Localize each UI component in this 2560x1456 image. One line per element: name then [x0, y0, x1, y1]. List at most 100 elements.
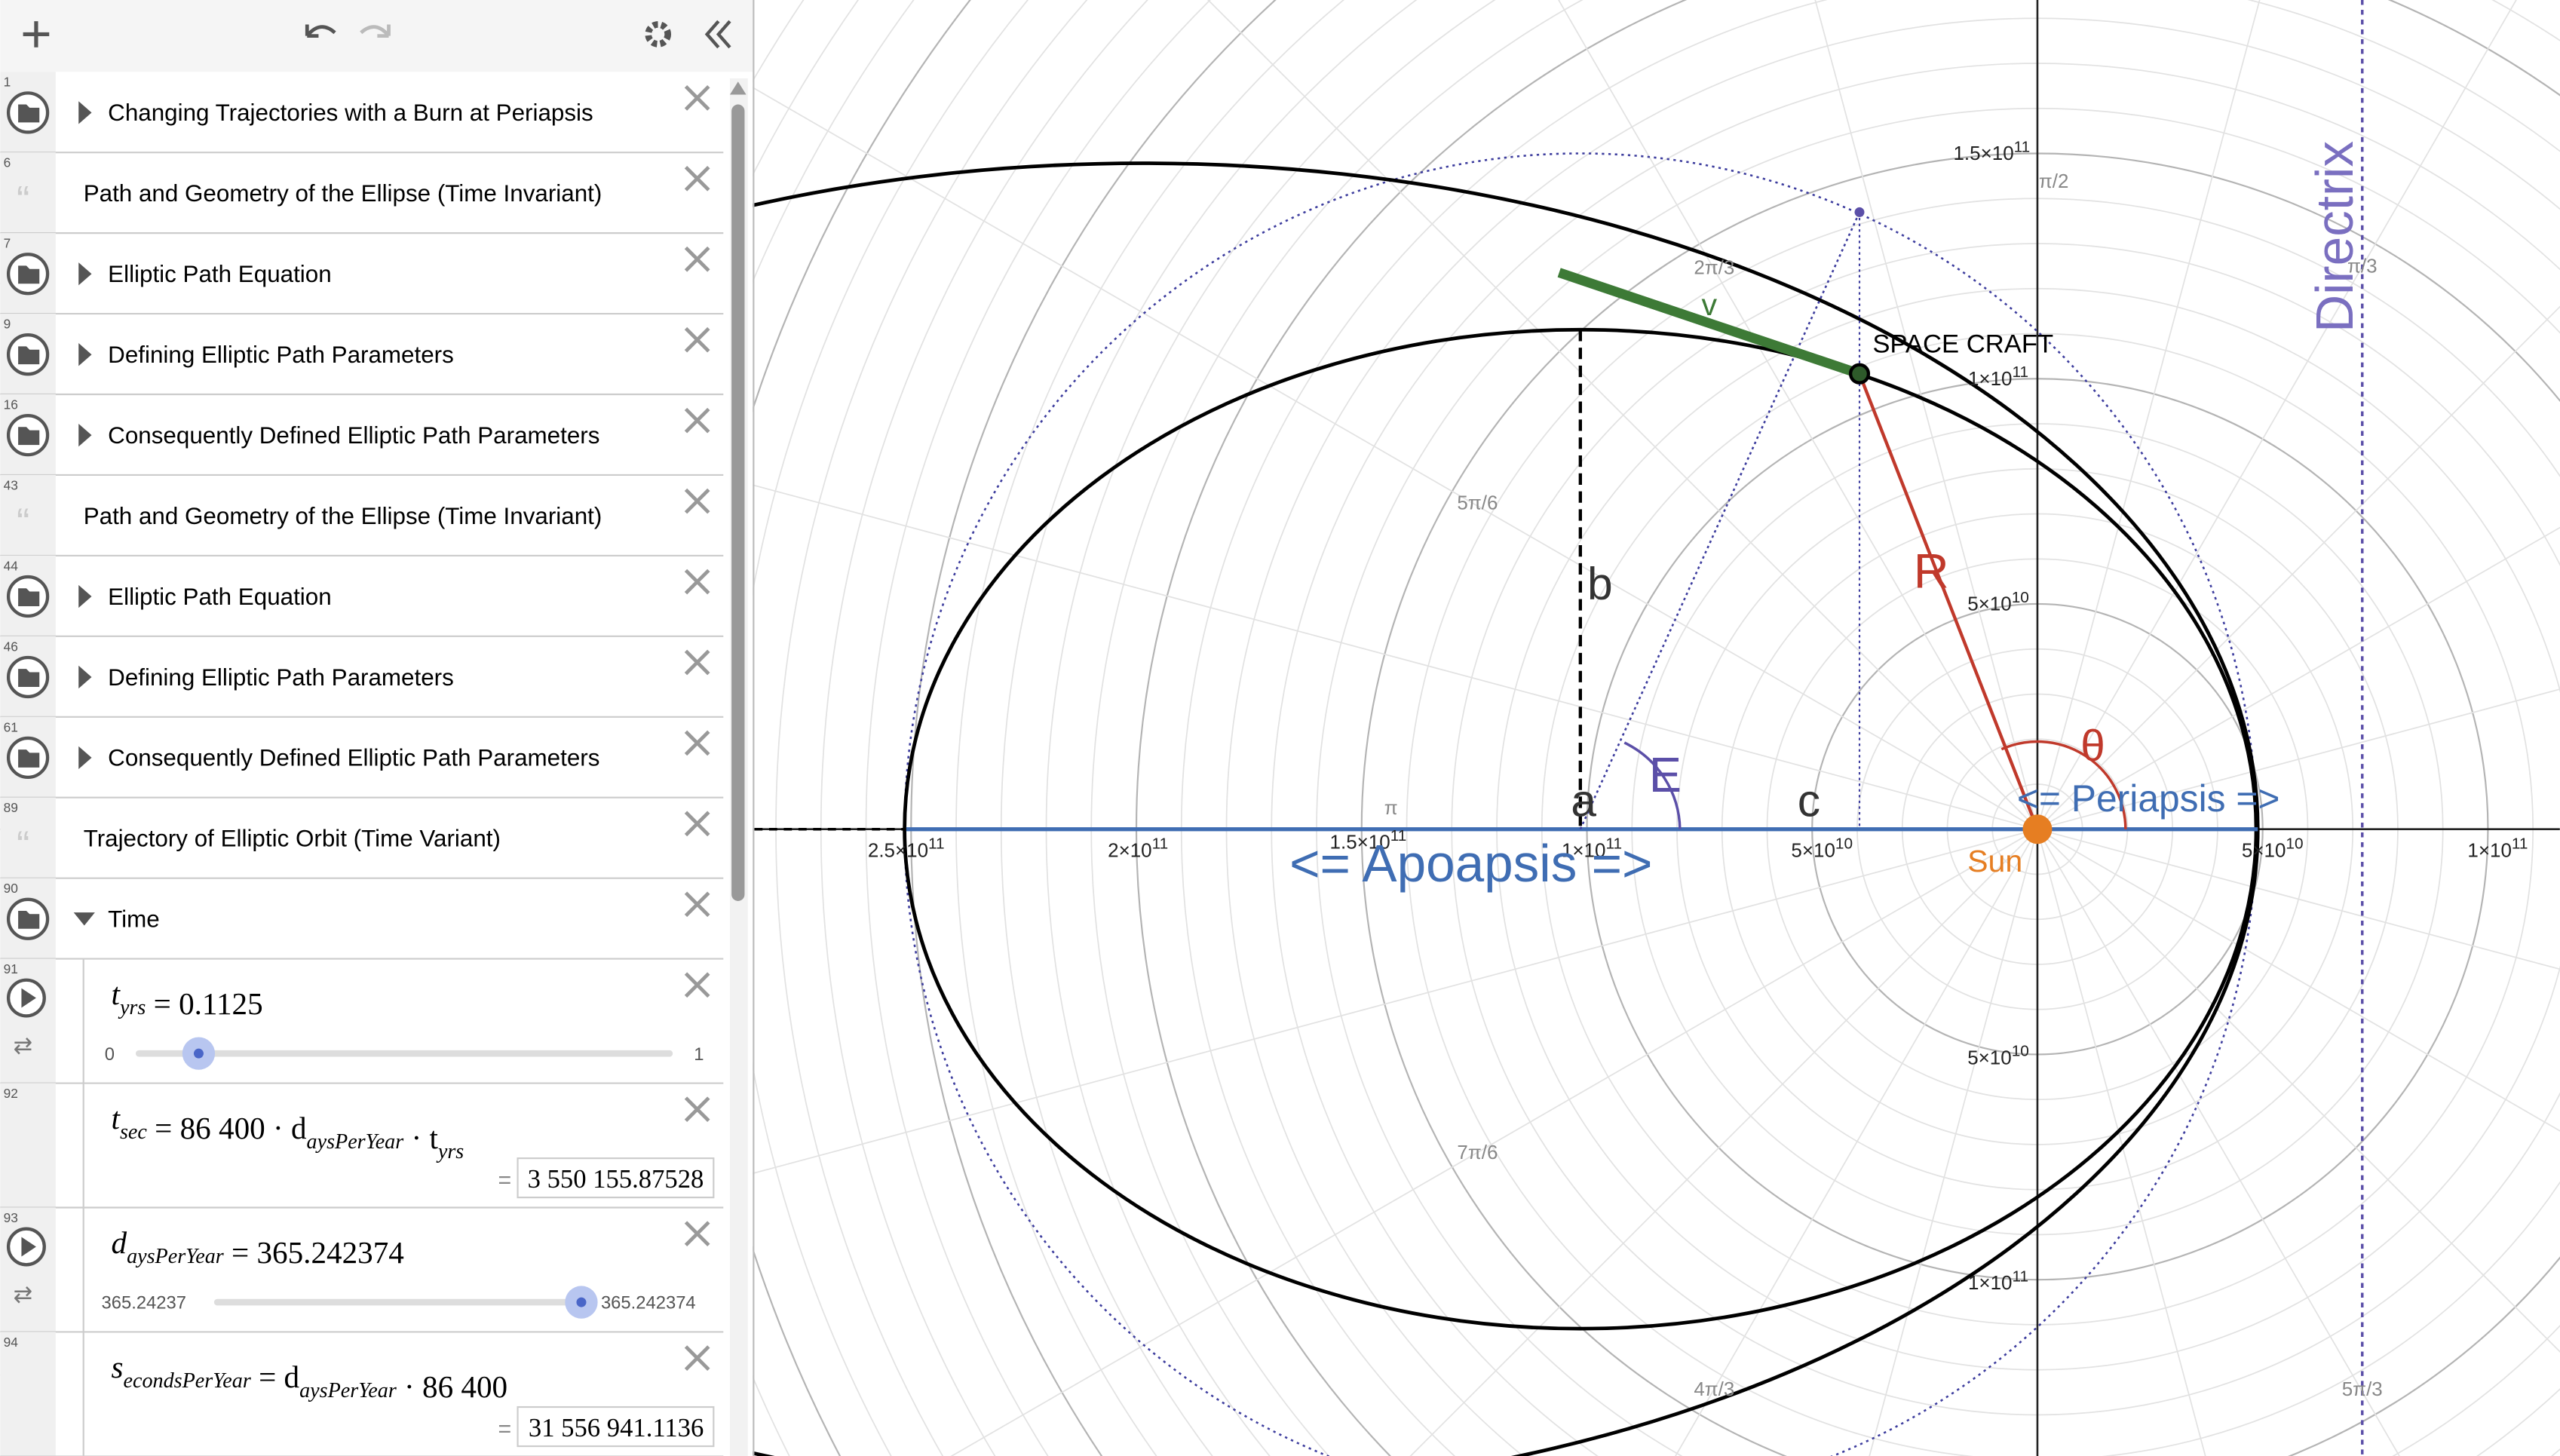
expand-arrow[interactable] — [78, 343, 92, 366]
slider-max: 1 — [694, 1044, 704, 1065]
tick-base: 1×10 — [1562, 839, 1606, 862]
delete-button[interactable] — [684, 730, 710, 756]
row-number: 6 — [4, 155, 11, 170]
expand-arrow[interactable] — [78, 262, 92, 286]
delete-button[interactable] — [684, 1345, 710, 1371]
redo-button[interactable] — [360, 24, 391, 38]
delete-button[interactable] — [684, 165, 710, 192]
tick-base: 1.5×10 — [1953, 142, 2013, 164]
tick-exponent: 10 — [2286, 835, 2303, 853]
angle-label: 4π/3 — [1694, 1378, 1734, 1400]
expression-row[interactable]: 91 ⇄ tyrs = 0.1125 0 1 — [0, 958, 724, 1084]
delete-button[interactable] — [684, 1221, 710, 1246]
tick-label: 5×1010 — [1967, 1043, 2029, 1069]
sun[interactable] — [2022, 814, 2053, 844]
polar-grid-ray — [1869, 829, 2038, 1456]
expand-arrow[interactable] — [78, 665, 92, 689]
tick-label: 1×1011 — [1562, 835, 1622, 862]
polar-grid-circle — [505, 0, 751, 1456]
delete-button[interactable] — [684, 569, 710, 595]
math-subscript: sec — [120, 1120, 147, 1144]
play-icon — [21, 988, 36, 1008]
delete-button[interactable] — [684, 85, 710, 111]
toolbar — [0, 0, 753, 72]
row-number: 89 — [4, 800, 18, 815]
add-button[interactable] — [23, 21, 50, 48]
note-text: Trajectory of Elliptic Orbit (Time Varia… — [84, 826, 501, 852]
delete-button[interactable] — [684, 488, 710, 514]
math-text: t — [112, 1101, 121, 1136]
expand-arrow[interactable] — [73, 912, 95, 926]
row-number: 1 — [4, 75, 11, 90]
E-label: E — [1649, 747, 1682, 802]
delete-button[interactable] — [684, 1096, 710, 1123]
polar-grid-circle — [640, 0, 915, 1456]
delete-button[interactable] — [684, 811, 710, 837]
expression-row[interactable]: 16 Consequently Defined Elliptic Path Par… — [0, 394, 724, 477]
expression-row[interactable]: 6 “ Path and Geometry of the Ellipse (Time… — [0, 152, 724, 234]
row-number: 61 — [4, 719, 18, 734]
slider-max: 365.242374 — [601, 1293, 696, 1313]
folder-title: Elliptic Path Equation — [108, 584, 332, 610]
expand-arrow[interactable] — [78, 423, 92, 447]
angle-label: 7π/6 — [1457, 1141, 1498, 1163]
expression-row[interactable]: 90 Time — [0, 878, 724, 960]
row-number: 43 — [4, 477, 18, 492]
polar-grid-circle — [685, 0, 971, 1456]
folder-icon — [18, 910, 40, 929]
delete-button[interactable] — [684, 649, 710, 676]
slider-handle[interactable] — [193, 1048, 204, 1059]
slider-min: 0 — [105, 1044, 115, 1065]
row-gutter — [0, 152, 56, 234]
collapse-button[interactable] — [704, 20, 731, 49]
expression-row[interactable]: 43 “ Path and Geometry of the Ellipse (Tim… — [0, 474, 724, 556]
aux-point — [1854, 207, 1865, 217]
undo-button[interactable] — [305, 24, 336, 38]
expand-arrow[interactable] — [78, 101, 92, 124]
expression-row[interactable]: 9 Defining Elliptic Path Parameters — [0, 314, 724, 396]
theta-label: θ — [2080, 722, 2105, 771]
expression-row[interactable]: 1 Changing Trajectories with a Burn at Pe… — [0, 72, 724, 154]
row-number: 7 — [4, 236, 11, 251]
expression-row[interactable]: 61 Consequently Defined Elliptic Path Par… — [0, 716, 724, 799]
delete-button[interactable] — [684, 891, 710, 918]
math-text: t — [112, 976, 121, 1011]
expression-row[interactable]: 89 “ Trajectory of Elliptic Orbit (Time Va… — [0, 797, 724, 879]
scrollbar-thumb[interactable] — [731, 104, 745, 901]
polar-grid-ray — [2037, 828, 2560, 970]
expression-row[interactable]: 7 Elliptic Path Equation — [0, 233, 724, 315]
expand-arrow[interactable] — [78, 584, 92, 608]
tick-base: 1×10 — [1968, 1271, 2013, 1294]
expand-arrow[interactable] — [78, 746, 92, 770]
math-subscript: aysPerYear — [307, 1130, 405, 1154]
tick-base: 2×10 — [1108, 839, 1152, 862]
slider-handle[interactable] — [576, 1297, 587, 1307]
expression-row[interactable]: 93 ⇄ daysPerYear = 365.242374 365.24237 365.… — [0, 1207, 724, 1333]
expression-row[interactable]: 46 Defining Elliptic Path Parameters — [0, 636, 724, 718]
row-gutter — [0, 474, 56, 556]
expression-row[interactable]: 44 Elliptic Path Equation — [0, 555, 724, 637]
folder-icon — [18, 346, 40, 365]
folder-icon — [18, 427, 40, 446]
result-value: 3 550 155.87528 — [528, 1165, 704, 1194]
settings-button[interactable] — [645, 21, 672, 48]
tick-label: 2.5×1011 — [868, 835, 945, 862]
delete-button[interactable] — [684, 407, 710, 434]
math-expression: tsec = 86 400 · daysPerYear · tyrs — [112, 1101, 464, 1163]
delete-button[interactable] — [684, 246, 710, 272]
polar-grid-ray — [1814, 0, 2038, 829]
directrix-label: Directrix — [2305, 141, 2364, 333]
tick-label: 1×1011 — [2467, 835, 2528, 862]
E-arc — [1623, 741, 1682, 829]
polar-grid-ray — [2037, 688, 2560, 830]
folder-icon — [18, 588, 40, 607]
math-text: s — [112, 1350, 124, 1384]
spacecraft[interactable] — [1848, 363, 1871, 385]
delete-button[interactable] — [684, 972, 710, 998]
delete-button[interactable] — [684, 326, 710, 353]
apoapsis-label: <= Apoapsis => — [1289, 834, 1652, 893]
row-gutter — [0, 1083, 56, 1208]
expression-row[interactable]: 92 tsec = 86 400 · daysPerYear · tyrs = 3 5… — [0, 1083, 724, 1209]
scroll-up[interactable] — [729, 81, 747, 95]
